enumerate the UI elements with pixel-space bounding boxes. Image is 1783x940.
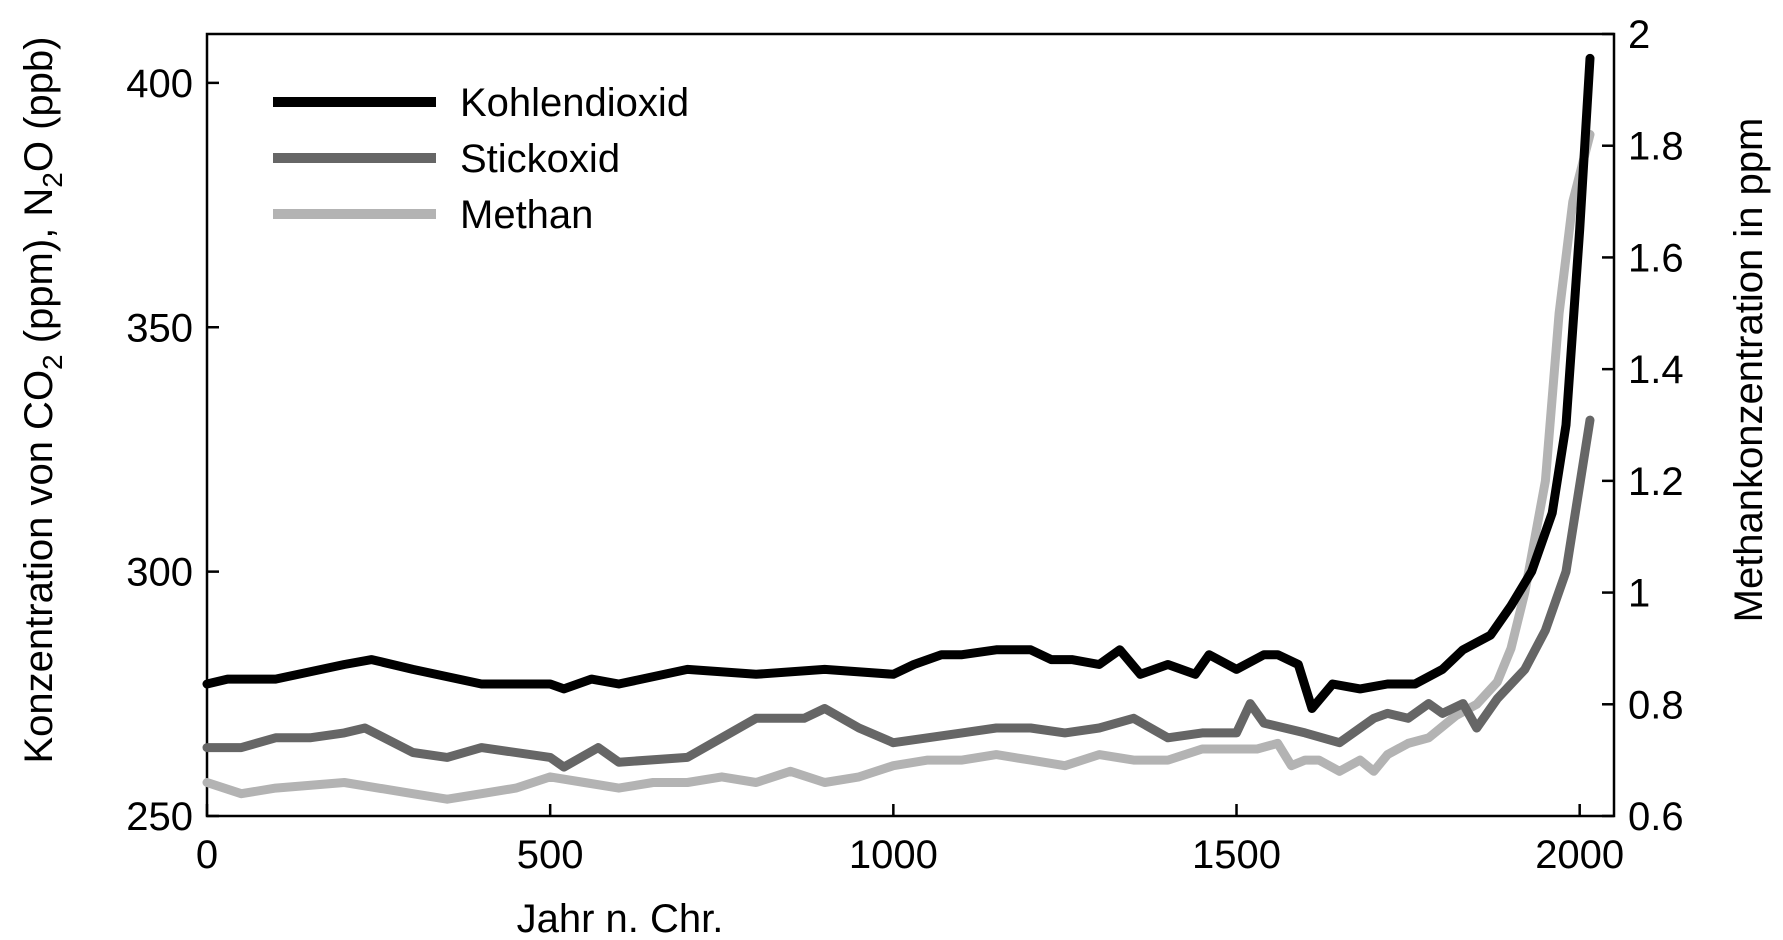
left-y-tick-label: 300 <box>126 551 193 595</box>
legend-label-kohlendioxid: Kohlendioxid <box>460 81 689 125</box>
legend-label-methan: Methan <box>460 193 593 237</box>
right-y-tick-label: 2 <box>1628 13 1650 57</box>
x-tick-label: 1500 <box>1192 833 1281 877</box>
x-tick-label: 1000 <box>849 833 938 877</box>
right-y-tick-label: 1 <box>1628 572 1650 616</box>
series-line-methan <box>202 130 1595 804</box>
left-y-tick-label: 400 <box>126 62 193 106</box>
x-axis-title: Jahr n. Chr. <box>517 897 724 940</box>
right-y-tick-label: 1.6 <box>1628 236 1684 280</box>
right-y-tick-label: 1.4 <box>1628 348 1684 392</box>
x-tick-label: 0 <box>196 833 218 877</box>
left-y-axis-title-part-3: O (ppb) <box>17 36 61 172</box>
left-y-axis-title: Konzentration von CO2 (ppm), N2O (ppb) <box>17 36 68 763</box>
left-y-axis-title-part-2: (ppm), N <box>17 188 61 355</box>
left-y-axis-title-sub-2: 2 <box>37 172 68 188</box>
right-y-axis-title: Methankonzentration in ppm <box>1727 118 1771 623</box>
series-line-kohlendioxid <box>202 53 1595 713</box>
right-y-tick-label: 0.6 <box>1628 795 1684 839</box>
left-y-tick-label: 350 <box>126 306 193 350</box>
plot-frame <box>205 32 1616 818</box>
right-y-tick-label: 0.8 <box>1628 683 1684 727</box>
left-y-axis-title-part-1: Konzentration von CO <box>17 370 61 764</box>
legend-label-stickoxid: Stickoxid <box>460 137 620 181</box>
left-y-axis-title-sub-1: 2 <box>37 354 68 370</box>
plot-area-border <box>205 32 1616 818</box>
series-line-stickoxid <box>202 415 1595 772</box>
x-tick-label: 2000 <box>1535 833 1624 877</box>
legend: Kohlendioxid Stickoxid Methan <box>273 81 689 237</box>
series-layer <box>202 53 1595 804</box>
x-axis-ticks: 0 500 1000 1500 2000 <box>196 804 1624 877</box>
left-y-axis-ticks: 250 300 350 400 <box>126 62 219 839</box>
right-y-tick-label: 1.8 <box>1628 125 1684 169</box>
left-y-tick-label: 250 <box>126 795 193 839</box>
x-tick-label: 500 <box>517 833 584 877</box>
right-y-tick-label: 1.2 <box>1628 460 1684 504</box>
right-y-axis-ticks: 0.6 0.8 1 1.2 1.4 1.6 1.8 2 <box>1602 13 1684 839</box>
